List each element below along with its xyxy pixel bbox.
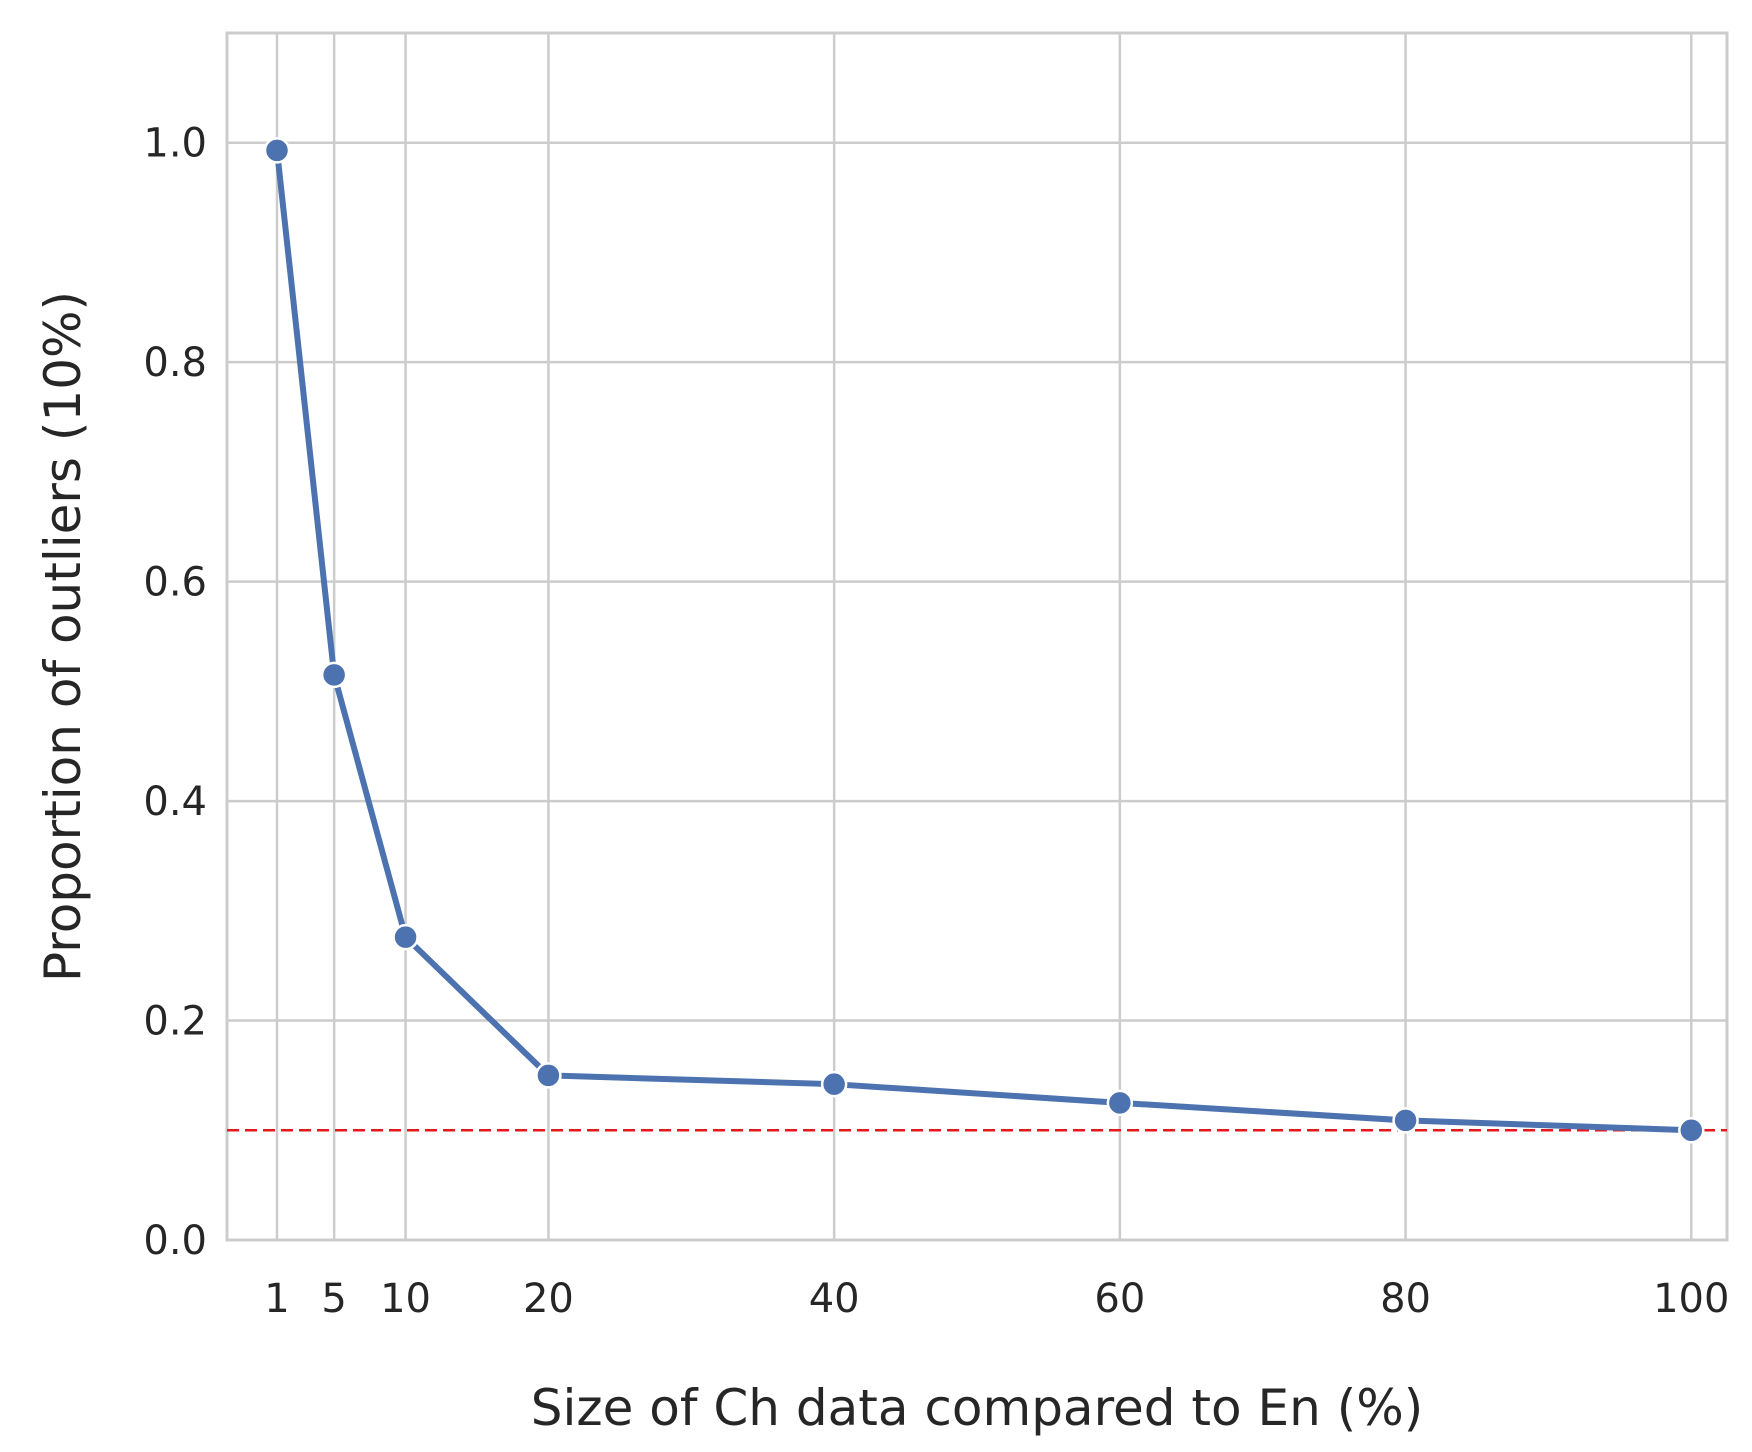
x-tick-label: 20 <box>523 1276 574 1322</box>
x-tick-label: 10 <box>380 1276 431 1322</box>
grid <box>227 33 1727 1242</box>
x-tick-label: 100 <box>1653 1276 1729 1322</box>
y-tick-label: 0.8 <box>143 340 207 386</box>
data-point <box>535 1062 562 1089</box>
y-tick-label: 0.0 <box>143 1218 207 1264</box>
data-point <box>263 137 291 164</box>
x-tick-label: 40 <box>809 1276 860 1322</box>
data-point <box>1678 1117 1705 1144</box>
x-tick-label: 1 <box>264 1276 289 1322</box>
y-tick-label: 0.6 <box>143 560 207 606</box>
data-point <box>1392 1107 1419 1134</box>
x-tick-label: 80 <box>1380 1276 1431 1322</box>
data-point <box>1106 1089 1134 1117</box>
data-point <box>392 923 419 951</box>
x-axis-label: Size of Ch data compared to En (%) <box>531 1379 1423 1437</box>
y-axis-label: Proportion of outliers (10%) <box>34 291 92 982</box>
data-points <box>263 137 1705 1144</box>
y-tick-label: 1.0 <box>143 121 207 167</box>
y-tick-labels: 0.0 0.2 0.4 0.6 0.8 1.0 <box>143 121 207 1264</box>
data-point <box>320 661 348 689</box>
data-point <box>820 1070 848 1098</box>
x-tick-labels: 1 5 10 20 40 60 80 100 <box>264 1276 1729 1322</box>
y-tick-label: 0.4 <box>143 779 207 825</box>
y-tick-label: 0.2 <box>143 999 207 1045</box>
series-line <box>274 147 1695 1134</box>
plot-frame <box>225 31 1729 1242</box>
x-tick-label: 5 <box>321 1276 346 1322</box>
x-tick-label: 60 <box>1094 1276 1145 1322</box>
